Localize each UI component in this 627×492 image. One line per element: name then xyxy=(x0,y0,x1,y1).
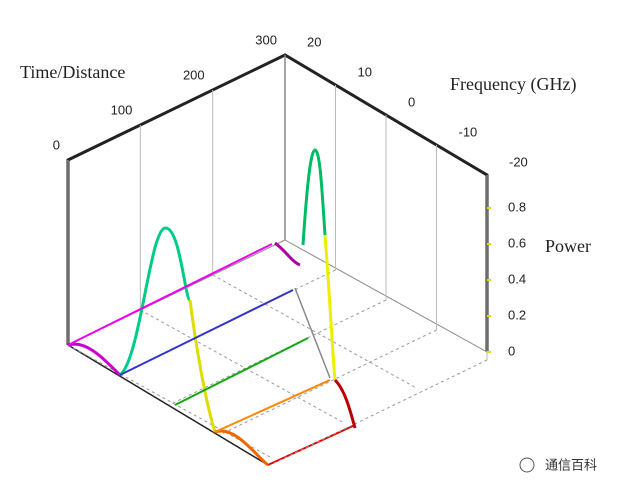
pulse xyxy=(67,342,122,377)
pulse-trace xyxy=(294,287,331,379)
arrow xyxy=(119,289,294,376)
pulse xyxy=(333,378,357,429)
arrows xyxy=(67,243,331,433)
floor-line xyxy=(67,344,271,458)
pulse xyxy=(301,148,327,246)
power-tick-label: 0.2 xyxy=(508,307,526,322)
arrow xyxy=(174,337,309,406)
floor-edge xyxy=(267,424,356,466)
box-edge xyxy=(66,53,489,352)
floor-edge xyxy=(67,344,269,466)
pulse xyxy=(118,226,192,377)
pulse xyxy=(274,241,301,267)
power-tick-label: 0.8 xyxy=(508,199,526,214)
frequency-tick-label: 0 xyxy=(408,94,415,109)
power-tick-label: 0.4 xyxy=(508,271,526,286)
pulse xyxy=(323,234,337,381)
pulse xyxy=(214,429,269,467)
power-axis-title: Power xyxy=(545,236,591,256)
floor-line xyxy=(269,359,488,466)
time-tick-label: 200 xyxy=(183,67,205,82)
time-tick-label: 300 xyxy=(255,32,277,47)
frequency-tick-label: 10 xyxy=(358,64,372,79)
arrow xyxy=(214,379,331,433)
time-axis-title: Time/Distance xyxy=(20,62,125,82)
frequency-tick-label: 20 xyxy=(307,34,321,49)
watermark: 通信百科 xyxy=(545,459,597,474)
watermark-icon xyxy=(519,457,535,473)
floor-line xyxy=(140,309,343,423)
floor-line xyxy=(219,329,437,436)
time-tick-label: 0 xyxy=(53,137,60,152)
power-tick-label: 0.6 xyxy=(508,235,526,250)
floor-line xyxy=(212,274,415,388)
time-tick-label: 100 xyxy=(111,102,133,117)
pulses xyxy=(67,148,357,467)
frequency-tick-label: -10 xyxy=(459,124,478,139)
arrow xyxy=(67,243,273,346)
pulse xyxy=(188,299,217,433)
power-tick-label: 0 xyxy=(508,343,515,358)
frequency-tick-label: -20 xyxy=(509,154,528,169)
frequency-axis-title: Frequency (GHz) xyxy=(450,74,576,95)
